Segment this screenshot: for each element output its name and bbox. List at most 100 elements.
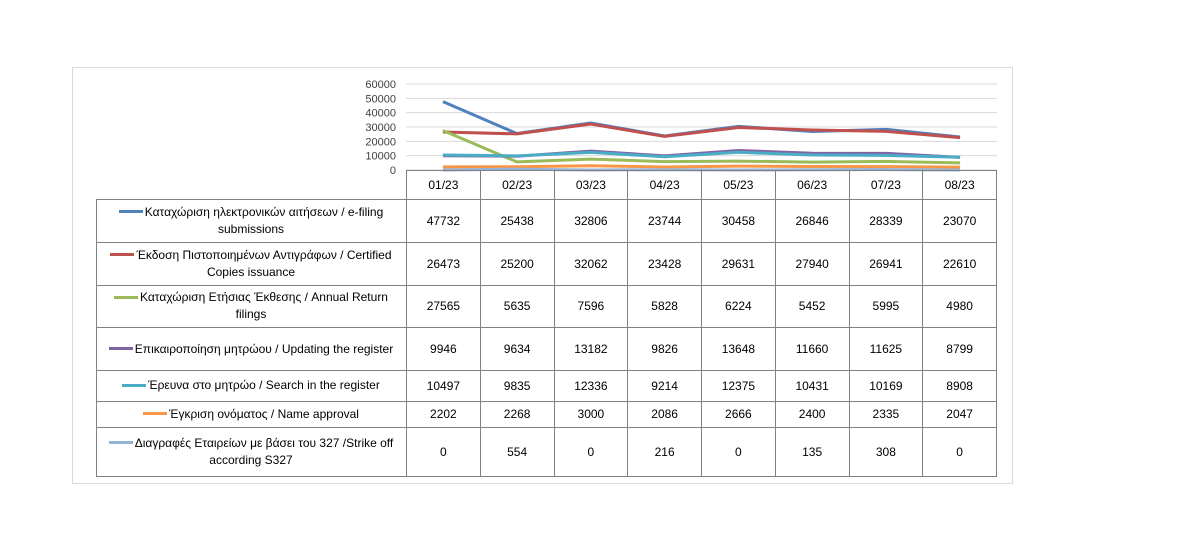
x-tick-label: 03/23: [553, 170, 629, 200]
legend-entry: Έκδοση Πιστοποιημένων Αντιγράφων / Certi…: [96, 241, 407, 286]
table-header-row: 01/23 02/23 03/23 04/23 05/23 06/23 07/23 08/23: [96, 170, 997, 200]
data-cell: 13182: [553, 327, 629, 372]
data-cell: 23744: [627, 199, 702, 243]
data-cell: 23428: [627, 241, 702, 286]
legend-swatch: [118, 210, 143, 214]
x-tick-label: 07/23: [848, 170, 924, 200]
legend-entry: Καταχώριση Ετήσιας Έκθεσης / Annual Retu…: [96, 284, 407, 329]
table-row: Έγκριση ονόματος / Name approval 2202 2268…: [96, 400, 997, 429]
data-cell: 11625: [848, 327, 924, 372]
legend-swatch: [108, 347, 133, 350]
data-cell: 47732: [406, 199, 481, 243]
data-cell: 554: [479, 427, 555, 477]
series-name: Καταχώριση ηλεκτρονικών αιτήσεων / e-fil…: [144, 204, 384, 236]
data-cell: 29631: [701, 241, 776, 286]
table-row: Διαγραφές Εταιρείων με βάσει του 327 /St…: [96, 427, 997, 477]
series-line-5: [442, 150, 961, 159]
data-cell: 27565: [406, 284, 481, 329]
data-cell: 135: [774, 427, 850, 477]
x-tick-label: 01/23: [406, 170, 481, 200]
series-name: Έγκριση ονόματος / Name approval: [169, 406, 359, 421]
data-cell: 5635: [479, 284, 555, 329]
legend-swatch: [122, 383, 147, 387]
data-cell: 308: [848, 427, 924, 477]
data-cell: 23070: [922, 199, 997, 243]
legend-swatch: [110, 252, 135, 256]
data-cell: 28339: [848, 199, 924, 243]
legend-entry: Διαγραφές Εταιρείων με βάσει του 327 /St…: [96, 427, 407, 477]
data-cell: 7596: [553, 284, 629, 329]
data-cell: 6224: [701, 284, 776, 329]
data-cell: 10497: [406, 370, 481, 402]
data-cell: 22610: [922, 241, 997, 286]
data-cell: 9826: [627, 327, 702, 372]
legend-entry: Καταχώριση ηλεκτρονικών αιτήσεων / e-fil…: [96, 199, 407, 243]
data-cell: 2335: [848, 400, 924, 429]
data-cell: 5828: [627, 284, 702, 329]
data-cell: 2202: [406, 400, 481, 429]
data-cell: 2086: [627, 400, 702, 429]
y-tick-label: 30000: [365, 122, 396, 134]
series-name: Διαγραφές Εταιρείων με βάσει του 327 /St…: [134, 436, 394, 468]
legend-entry: Επικαιροποίηση μητρώου / Updating the re…: [96, 327, 407, 372]
data-cell: 11660: [774, 327, 850, 372]
series-line-7: [442, 167, 961, 172]
series-line-2: [442, 122, 961, 140]
data-cell: 26846: [774, 199, 850, 243]
data-cell: 30458: [701, 199, 776, 243]
y-tick-label: 20000: [365, 136, 396, 148]
data-cell: 26473: [406, 241, 481, 286]
data-cell: 0: [553, 427, 629, 477]
data-cell: 0: [406, 427, 481, 477]
y-tick-label: 50000: [365, 93, 396, 105]
data-cell: 8799: [922, 327, 997, 372]
data-table: 01/23 02/23 03/23 04/23 05/23 06/23 07/23 08/23…: [96, 170, 997, 477]
data-cell: 2400: [774, 400, 850, 429]
table-row: Επικαιροποίηση μητρώου / Updating the re…: [96, 327, 997, 372]
data-cell: 27940: [774, 241, 850, 286]
data-cell: 5452: [774, 284, 850, 329]
x-tick-label: 02/23: [479, 170, 555, 200]
table-corner: [96, 170, 407, 200]
data-cell: 9634: [479, 327, 555, 372]
data-cell: 3000: [553, 400, 629, 429]
series-name: Έκδοση Πιστοποιημένων Αντιγράφων / Certi…: [136, 247, 392, 279]
table-row: Έκδοση Πιστοποιημένων Αντιγράφων / Certi…: [96, 241, 997, 286]
data-cell: 216: [627, 427, 702, 477]
series-line-6: [442, 164, 961, 169]
table-row: Καταχώριση Ετήσιας Έκθεσης / Annual Retu…: [96, 284, 997, 329]
data-cell: 9835: [479, 370, 555, 402]
data-cell: 2666: [701, 400, 776, 429]
data-cell: 9214: [627, 370, 702, 402]
x-tick-label: 06/23: [774, 170, 850, 200]
data-cell: 4980: [922, 284, 997, 329]
data-cell: 32806: [553, 199, 629, 243]
series-name: Επικαιροποίηση μητρώου / Updating the re…: [134, 341, 394, 356]
data-cell: 2268: [479, 400, 555, 429]
table-row: Καταχώριση ηλεκτρονικών αιτήσεων / e-fil…: [96, 199, 997, 243]
data-cell: 26941: [848, 241, 924, 286]
table-row: Έρευνα στο μητρώο / Search in the regist…: [96, 370, 997, 402]
data-cell: 0: [701, 427, 776, 477]
data-cell: 12336: [553, 370, 629, 402]
data-cell: 10431: [774, 370, 850, 402]
y-tick-label: 60000: [365, 79, 396, 91]
data-cell: 9946: [406, 327, 481, 372]
data-cell: 25200: [479, 241, 555, 286]
data-cell: 12375: [701, 370, 776, 402]
x-tick-label: 05/23: [701, 170, 776, 200]
data-cell: 13648: [701, 327, 776, 372]
x-tick-label: 08/23: [922, 170, 997, 200]
series-name: Καταχώριση Ετήσιας Έκθεσης / Annual Retu…: [140, 290, 388, 322]
legend-swatch: [108, 441, 133, 445]
data-cell: 5995: [848, 284, 924, 329]
series-name: Έρευνα στο μητρώο / Search in the regist…: [148, 378, 380, 393]
y-tick-label: 40000: [365, 108, 396, 120]
legend-swatch: [143, 412, 168, 416]
data-cell: 32062: [553, 241, 629, 286]
data-cell: 2047: [922, 400, 997, 429]
x-tick-label: 04/23: [627, 170, 702, 200]
data-cell: 0: [922, 427, 997, 477]
data-cell: 8908: [922, 370, 997, 402]
series-line-3: [442, 129, 961, 165]
